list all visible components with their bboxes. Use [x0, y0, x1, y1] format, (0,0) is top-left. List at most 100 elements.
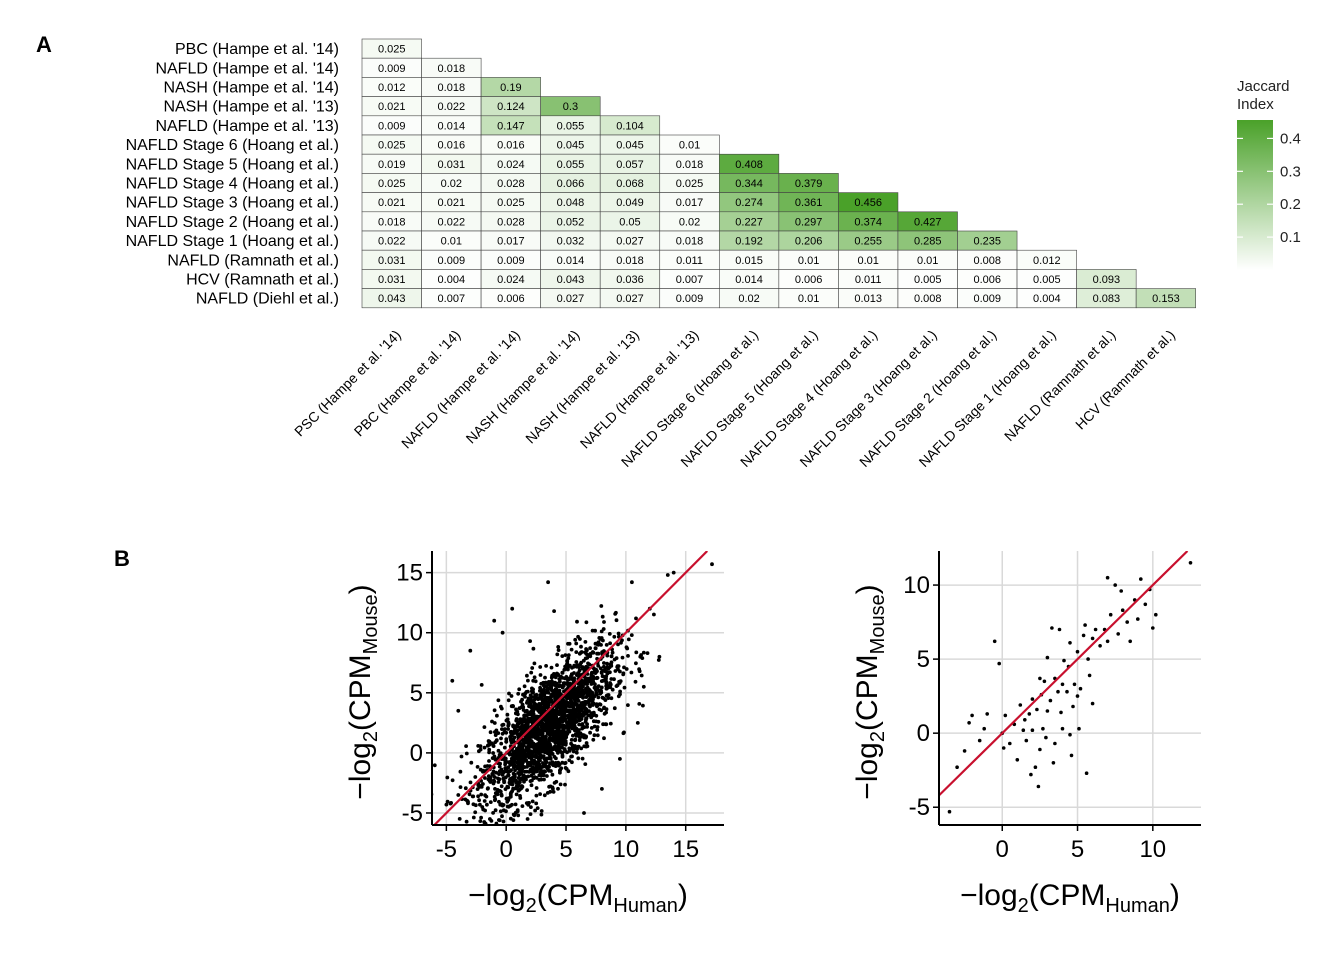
data-point — [527, 697, 531, 701]
row-label: NASH (Hampe et al. '13) — [163, 99, 339, 116]
data-point — [477, 798, 481, 802]
data-point — [566, 656, 570, 660]
x-axis-label: −log2(CPMHuman) — [960, 879, 1180, 917]
data-point — [536, 742, 540, 746]
data-point — [521, 804, 525, 808]
data-point — [619, 679, 623, 683]
cell-value: 0.018 — [378, 216, 406, 228]
data-point — [483, 799, 487, 803]
data-point — [605, 654, 609, 658]
data-point — [612, 635, 616, 639]
data-point — [567, 677, 571, 681]
data-point — [552, 709, 556, 713]
panel-a-label: A — [36, 32, 52, 57]
data-point — [525, 741, 529, 745]
data-point — [471, 795, 475, 799]
data-point — [666, 573, 670, 577]
data-point — [527, 852, 531, 856]
data-point — [600, 670, 604, 674]
cell-value: 0.379 — [795, 178, 823, 190]
data-point — [514, 803, 518, 807]
data-point — [1125, 620, 1129, 624]
data-point — [551, 748, 555, 752]
data-point — [523, 684, 527, 688]
data-point — [459, 785, 463, 789]
cell-value: 0.021 — [378, 101, 406, 113]
data-point — [519, 760, 523, 764]
data-point — [603, 712, 607, 716]
data-point — [997, 662, 1001, 666]
data-point — [504, 731, 508, 735]
data-point — [531, 750, 535, 754]
row-label: NAFLD Stage 2 (Hoang et al.) — [126, 214, 339, 231]
data-point — [559, 783, 563, 787]
data-point — [489, 800, 493, 804]
data-point — [517, 744, 521, 748]
cell-value: 0.192 — [735, 236, 763, 248]
cell-value: 0.018 — [676, 236, 704, 248]
data-point — [582, 736, 586, 740]
data-point — [1049, 699, 1053, 703]
data-point — [534, 726, 538, 730]
data-point — [526, 817, 530, 821]
data-point — [542, 778, 546, 782]
data-point — [551, 716, 555, 720]
data-point — [540, 813, 544, 817]
data-point — [516, 767, 520, 771]
data-point — [561, 755, 565, 759]
legend-title: Jaccard — [1237, 78, 1290, 95]
cell-value: 0.093 — [1093, 274, 1121, 286]
data-point — [578, 652, 582, 656]
data-point — [504, 760, 508, 764]
data-point — [596, 733, 600, 737]
data-point — [515, 710, 519, 714]
data-point — [1065, 690, 1069, 694]
cell-value: 0.036 — [616, 274, 644, 286]
data-point — [531, 688, 535, 692]
cell-value: 0.006 — [497, 293, 525, 305]
data-point — [618, 670, 622, 674]
data-point — [638, 669, 642, 673]
cell-value: 0.19 — [500, 82, 521, 94]
cell-value: 0.018 — [438, 63, 466, 75]
legend-tick-label: 0.3 — [1280, 163, 1301, 180]
data-point — [508, 804, 512, 808]
data-point — [483, 809, 487, 813]
cell-value: 0.055 — [557, 159, 585, 171]
data-point — [511, 779, 515, 783]
data-point — [556, 761, 560, 765]
legend-tick-label: 0.4 — [1280, 130, 1301, 147]
data-point — [1106, 576, 1110, 580]
data-point — [445, 776, 449, 780]
data-point — [591, 738, 595, 742]
data-point — [985, 712, 989, 716]
cell-value: 0.153 — [1152, 293, 1180, 305]
data-point — [545, 774, 549, 778]
data-point — [1061, 727, 1065, 731]
data-point — [480, 833, 484, 837]
cell-value: 0.031 — [378, 255, 406, 267]
data-point — [521, 751, 525, 755]
data-point — [489, 834, 493, 838]
row-label: NAFLD Stage 6 (Hoang et al.) — [126, 137, 339, 154]
data-point — [1050, 626, 1054, 630]
data-point — [586, 677, 590, 681]
cell-value: 0.027 — [616, 293, 644, 305]
data-point — [594, 688, 598, 692]
data-point — [611, 651, 615, 655]
data-point — [535, 794, 539, 798]
data-point — [500, 784, 504, 788]
data-point — [521, 755, 525, 759]
data-point — [601, 696, 605, 700]
data-point — [522, 708, 526, 712]
y-tick-label: 15 — [396, 560, 423, 587]
data-point — [514, 719, 518, 723]
data-point — [470, 860, 474, 864]
data-point — [561, 684, 565, 688]
cell-value: 0.025 — [378, 140, 406, 152]
data-point — [472, 816, 476, 820]
data-point — [1008, 742, 1012, 746]
data-point — [451, 778, 455, 782]
data-point — [491, 743, 495, 747]
